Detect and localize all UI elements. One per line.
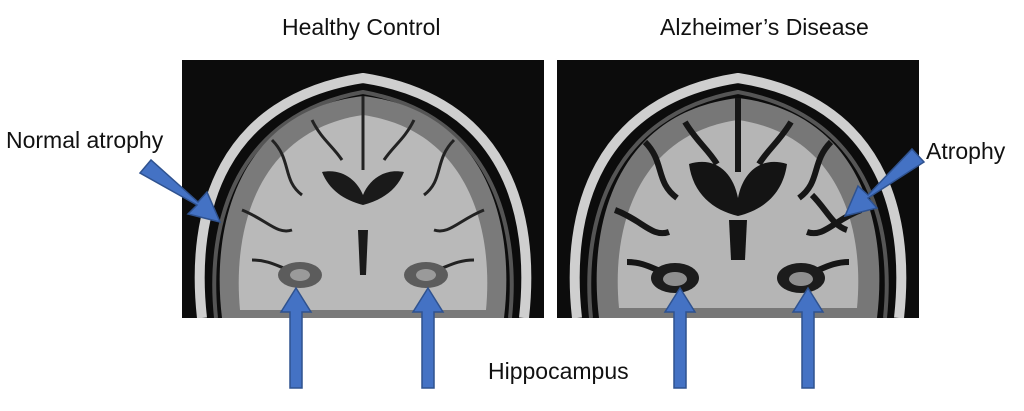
label-normal-atrophy: Normal atrophy <box>6 127 164 153</box>
arrow-icon <box>663 286 697 389</box>
arrow-icon <box>791 286 825 389</box>
title-alzheimers-disease: Alzheimer’s Disease <box>660 14 869 40</box>
mri-healthy-image <box>182 60 544 318</box>
title-healthy-control: Healthy Control <box>282 14 441 40</box>
arrow-icon <box>138 158 222 224</box>
arrow-icon <box>843 147 926 218</box>
arrow-icon <box>411 286 445 389</box>
label-atrophy: Atrophy <box>926 138 1006 164</box>
mri-healthy-control <box>182 60 544 318</box>
arrow-icon <box>279 286 313 389</box>
label-hippocampus: Hippocampus <box>488 358 629 384</box>
